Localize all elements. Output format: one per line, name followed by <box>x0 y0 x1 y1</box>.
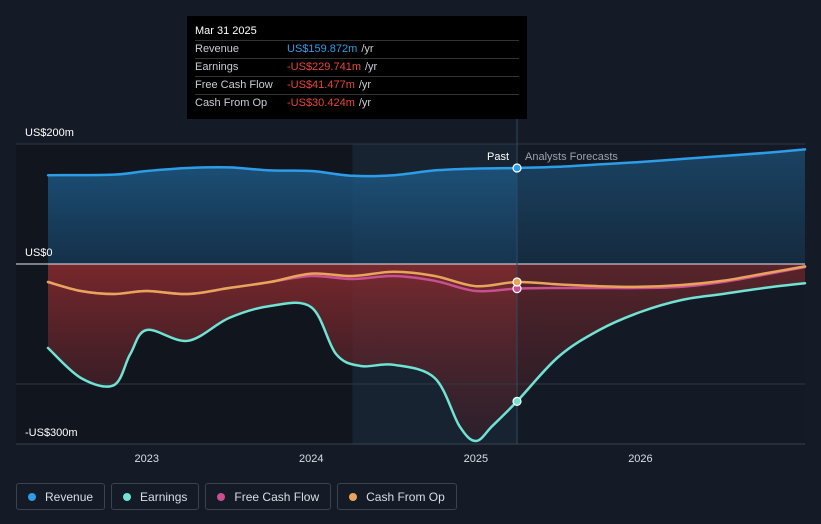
earnings-line <box>46 281 807 443</box>
cfo-line <box>46 265 807 296</box>
legend-label: Earnings <box>140 489 188 504</box>
x-tick-label: 2024 <box>299 453 323 465</box>
tooltip-row-earnings: Earnings -US$229.741m /yr <box>195 59 519 77</box>
x-tick-label: 2023 <box>134 453 158 465</box>
tooltip-row-revenue: Revenue US$159.872m /yr <box>195 41 519 59</box>
tooltip-row-free-cash-flow: Free Cash Flow -US$41.477m /yr <box>195 77 519 95</box>
forecast-label: Analysts Forecasts <box>525 151 618 163</box>
legend-item-earnings[interactable]: Earnings <box>111 483 200 510</box>
legend-item-revenue[interactable]: Revenue <box>16 483 106 510</box>
tooltip-label: Earnings <box>195 61 239 73</box>
cash-from-op-dot-icon <box>349 492 358 501</box>
revenue-marker <box>512 163 522 173</box>
earnings-dot-icon <box>123 492 132 501</box>
past-label: Past <box>487 151 509 163</box>
tooltip-date: Mar 31 2025 <box>195 23 519 41</box>
tooltip-value: -US$41.477m <box>287 79 355 91</box>
free-cash-flow-dot-icon <box>217 492 226 501</box>
forecast-overlay <box>517 144 805 444</box>
tooltip-label: Cash From Op <box>195 97 268 109</box>
earnings-area <box>48 264 805 441</box>
tooltip: Mar 31 2025 Revenue US$159.872m /yr Earn… <box>187 16 527 119</box>
tooltip-unit: /yr <box>361 43 374 55</box>
y-tick-label: US$200m <box>25 127 74 139</box>
tooltip-value: -US$30.424m <box>287 97 355 109</box>
legend-item-free-cash-flow[interactable]: Free Cash Flow <box>205 483 332 510</box>
x-tick-label: 2026 <box>628 453 652 465</box>
tooltip-unit: /yr <box>358 97 372 109</box>
legend: Revenue Earnings Free Cash Flow Cash Fro… <box>16 483 457 510</box>
revenue-line <box>46 148 807 178</box>
tooltip-unit: /yr <box>358 79 372 91</box>
tooltip-row-cash-from-op: Cash From Op -US$30.424m /yr <box>195 95 519 112</box>
tooltip-label: Free Cash Flow <box>195 79 273 91</box>
tooltip-unit: /yr <box>365 61 378 73</box>
tooltip-value: -US$229.741m <box>287 61 361 73</box>
legend-label: Revenue <box>45 489 94 504</box>
tooltip-label: Revenue <box>195 43 240 55</box>
x-tick-label: 2025 <box>464 453 488 465</box>
y-tick-label: US$0 <box>25 247 53 259</box>
revenue-area <box>48 149 805 264</box>
revenue-dot-icon <box>28 492 36 501</box>
tooltip-value: US$159.872m <box>287 43 358 55</box>
y-tick-label: -US$300m <box>25 427 78 439</box>
earnings-marker <box>512 396 522 406</box>
legend-label: Cash From Op <box>366 489 445 504</box>
legend-item-cash-from-op[interactable]: Cash From Op <box>337 483 457 510</box>
legend-label: Free Cash Flow <box>234 489 320 504</box>
cfo-marker <box>512 277 522 287</box>
